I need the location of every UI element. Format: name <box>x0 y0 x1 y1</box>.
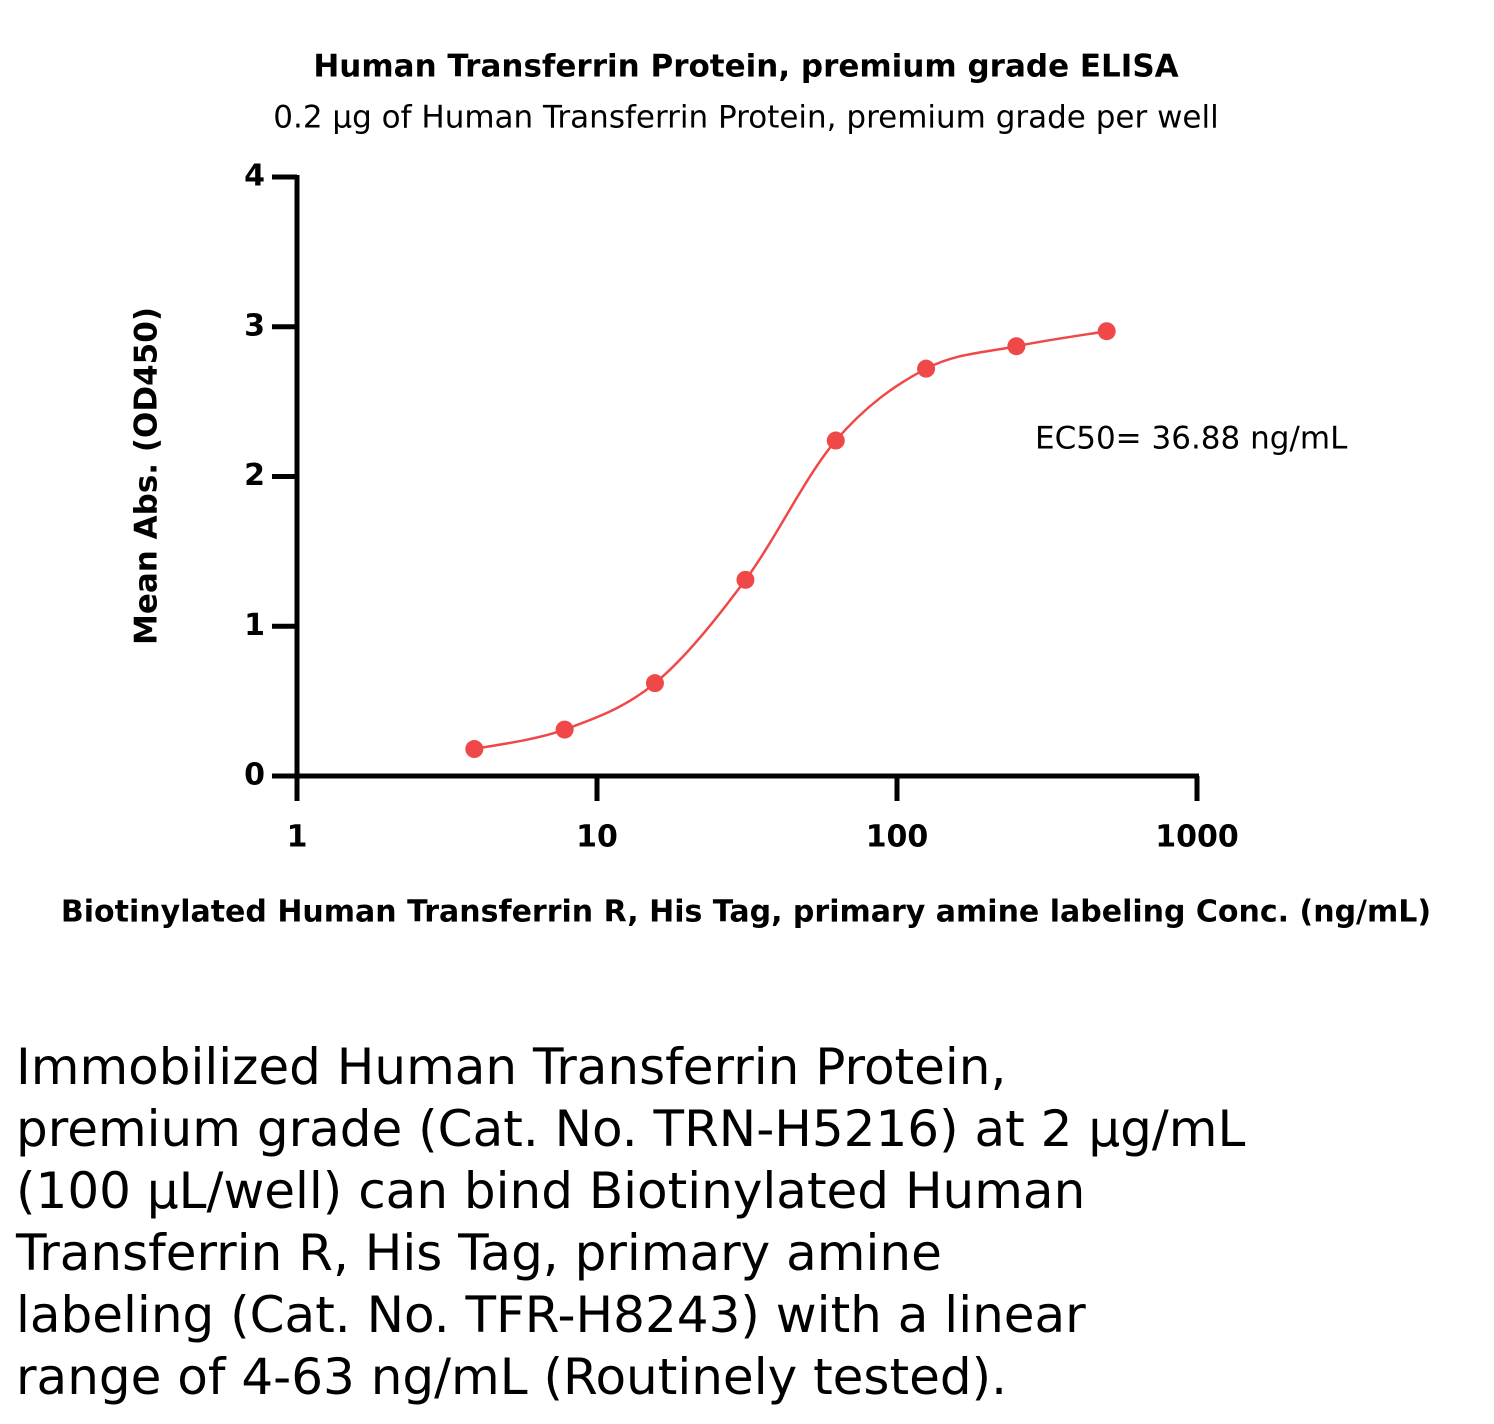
y-tick-label: 0 <box>244 758 265 793</box>
point <box>736 570 755 589</box>
caption-line: Immobilized Human Transferrin Protein, <box>16 1038 1007 1096</box>
caption-line: Transferrin R, His Tag, primary amine <box>16 1224 942 1282</box>
x-tick-label: 10 <box>576 820 618 855</box>
y-tick-label: 4 <box>244 159 265 194</box>
caption: Immobilized Human Transferrin Protein, pr… <box>16 1036 1245 1408</box>
caption-line: premium grade (Cat. No. TRN-H5216) at 2 … <box>16 1100 1246 1158</box>
y-tick-label: 1 <box>244 608 265 643</box>
point <box>917 359 936 378</box>
point <box>1097 322 1116 341</box>
caption-line: range of 4-63 ng/mL (Routinely tested). <box>16 1348 1007 1406</box>
curve <box>474 330 1107 751</box>
point <box>1007 337 1026 356</box>
point <box>645 674 664 693</box>
x-tick-label: 1000 <box>1155 820 1239 855</box>
caption-line: labeling (Cat. No. TFR-H8243) with a lin… <box>16 1286 1086 1344</box>
caption-line: (100 µL/well) can bind Biotinylated Huma… <box>16 1162 1086 1220</box>
x-tick-label: 100 <box>866 820 929 855</box>
annotation: EC50= 36.88 ng/mL <box>1035 421 1348 457</box>
y-tick-label: 3 <box>244 308 265 343</box>
y-axis-label: Mean Abs. (OD450) <box>129 307 165 645</box>
x-tick-label: 1 <box>287 820 308 855</box>
chart-subtitle: 0.2 µg of Human Transferrin Protein, pre… <box>273 100 1219 136</box>
point <box>465 740 484 759</box>
y-tick-label: 2 <box>244 458 265 493</box>
x-axis-label: Biotinylated Human Transferrin R, His Ta… <box>61 895 1431 930</box>
chart: Human Transferrin Protein, premium grade… <box>61 49 1431 930</box>
chart-title: Human Transferrin Protein, premium grade… <box>313 49 1178 85</box>
point <box>555 720 574 739</box>
point <box>826 431 845 450</box>
